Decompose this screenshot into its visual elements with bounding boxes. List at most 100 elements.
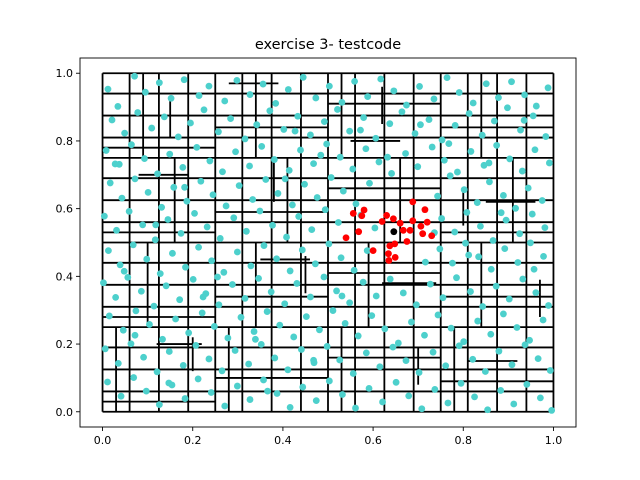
data-point (337, 254, 345, 262)
data-point (116, 261, 124, 269)
data-point (467, 288, 474, 295)
data-point (334, 106, 341, 113)
data-point (529, 112, 537, 120)
data-point (101, 345, 109, 353)
x-tick-label: 1.0 (545, 434, 563, 447)
data-point (256, 207, 264, 215)
data-point (273, 255, 280, 263)
data-point (141, 155, 148, 162)
data-point (129, 241, 137, 249)
data-point (232, 148, 239, 156)
data-point (530, 265, 538, 273)
data-point (508, 78, 515, 86)
data-point (339, 391, 346, 398)
data-point (166, 150, 174, 158)
data-point (146, 321, 153, 328)
data-point (197, 177, 205, 185)
data-point (165, 379, 173, 387)
data-point (242, 227, 250, 235)
data-point (100, 212, 108, 220)
data-point (220, 268, 228, 276)
data-point (402, 357, 410, 365)
data-point (536, 394, 544, 402)
neighbor-point (396, 219, 404, 227)
data-point (508, 361, 516, 369)
data-point (436, 245, 444, 253)
data-point (182, 263, 189, 271)
neighbor-point (389, 215, 397, 223)
data-point (310, 160, 317, 168)
data-point (341, 320, 349, 327)
neighbor-point (385, 250, 392, 258)
data-point (270, 156, 278, 163)
data-point (349, 165, 357, 173)
data-point (266, 107, 274, 115)
data-point (311, 260, 319, 268)
data-point (469, 99, 477, 107)
axes-frame (79, 57, 577, 428)
data-point (379, 398, 386, 406)
data-point (286, 403, 294, 411)
data-point (465, 251, 473, 259)
data-point (233, 248, 241, 256)
data-point (179, 163, 187, 171)
data-point (408, 318, 415, 326)
data-point (284, 86, 292, 93)
data-point (281, 300, 289, 308)
data-point (231, 347, 239, 354)
data-point (329, 307, 337, 314)
data-point (354, 332, 362, 340)
data-point (484, 406, 492, 414)
data-point (412, 301, 420, 309)
neighbor-point (423, 218, 431, 226)
data-point (221, 97, 229, 105)
data-point (384, 153, 391, 161)
data-point (295, 213, 303, 220)
data-point (346, 127, 354, 135)
data-point (181, 395, 189, 402)
data-point (327, 174, 335, 181)
data-point (250, 328, 258, 335)
data-point (489, 237, 497, 244)
data-point (455, 342, 463, 350)
data-point (359, 278, 367, 286)
data-point (418, 405, 426, 413)
data-point (299, 383, 307, 391)
data-point (112, 293, 120, 301)
data-point (200, 106, 208, 114)
data-point (517, 126, 524, 134)
data-point (375, 158, 383, 166)
data-point (273, 390, 281, 397)
data-point (485, 159, 493, 167)
data-point (288, 201, 296, 209)
data-point (120, 267, 128, 275)
data-point (131, 72, 138, 80)
data-point (519, 275, 527, 283)
neighbor-point (378, 218, 386, 225)
data-point (386, 275, 394, 283)
neighbor-point (383, 212, 391, 219)
data-point (252, 335, 259, 343)
data-point (428, 143, 436, 151)
data-point (320, 118, 328, 126)
data-point (176, 296, 184, 304)
neighbor-point (406, 226, 414, 234)
data-point (280, 126, 288, 133)
data-point (155, 79, 163, 87)
neighbor-point (417, 222, 425, 230)
data-point (514, 259, 522, 266)
data-point (257, 340, 265, 348)
data-point (443, 74, 451, 82)
data-point (540, 252, 547, 260)
data-point (444, 399, 452, 407)
data-point (321, 206, 329, 214)
data-point (185, 329, 193, 337)
data-point (119, 326, 127, 334)
data-point (434, 311, 442, 319)
data-point (451, 121, 459, 129)
data-point (372, 292, 380, 300)
data-point (497, 209, 505, 217)
data-point (417, 121, 424, 129)
data-point (100, 279, 107, 287)
data-point (513, 324, 521, 331)
